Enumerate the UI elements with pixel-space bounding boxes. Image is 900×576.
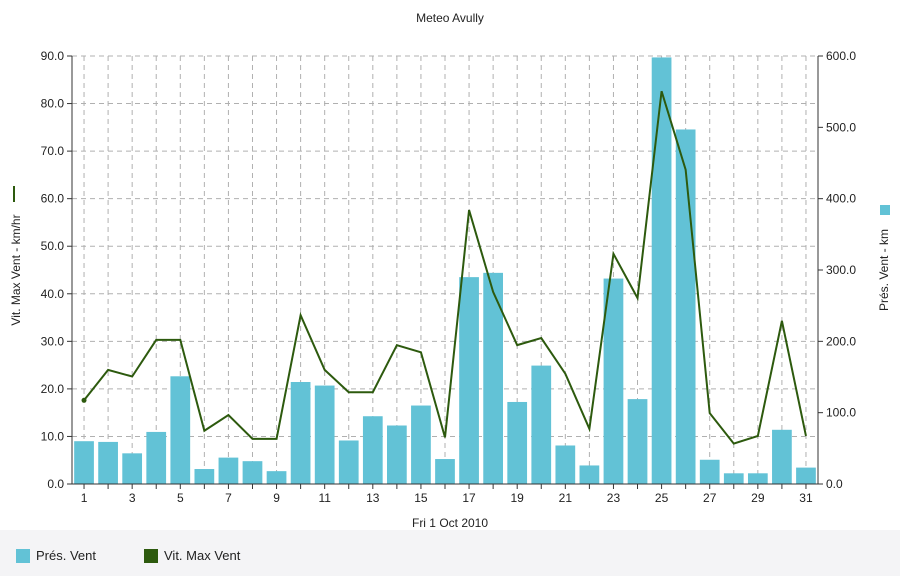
left-tick-label: 10.0 bbox=[41, 429, 65, 443]
right-tick-label: 300.0 bbox=[826, 263, 856, 277]
bar-pres-vent bbox=[122, 453, 143, 484]
left-tick-label: 60.0 bbox=[41, 192, 65, 206]
x-tick-label: 13 bbox=[366, 491, 380, 505]
bar-pres-vent bbox=[579, 465, 600, 484]
legend-item-vit-max-vent: Vit. Max Vent bbox=[144, 548, 240, 563]
right-tick-label: 100.0 bbox=[826, 406, 856, 420]
legend-swatch-bar bbox=[16, 548, 30, 563]
bar-pres-vent bbox=[98, 441, 118, 484]
bar-pres-vent bbox=[218, 457, 239, 484]
bar-pres-vent bbox=[338, 440, 359, 484]
bar-pres-vent bbox=[74, 441, 94, 484]
left-tick-label: 50.0 bbox=[41, 239, 65, 253]
x-tick-label: 21 bbox=[559, 491, 573, 505]
right-tick-label: 600.0 bbox=[826, 49, 856, 63]
x-tick-label: 3 bbox=[129, 491, 136, 505]
bar-pres-vent bbox=[362, 416, 383, 484]
bar-pres-vent bbox=[772, 429, 792, 484]
bar-pres-vent bbox=[459, 277, 479, 484]
tick-labels: 0.0 10.0 20.0 30.0 40.0 50.0 60.0 70.0 80.0 90.0 0… bbox=[41, 49, 857, 505]
left-tick-label: 20.0 bbox=[41, 382, 65, 396]
bar-pres-vent bbox=[411, 405, 431, 484]
bar-pres-vent bbox=[675, 129, 696, 484]
bar-series-pres-vent bbox=[74, 57, 816, 484]
x-tick-label: 1 bbox=[81, 491, 88, 505]
x-tick-label: 27 bbox=[703, 491, 717, 505]
legend-item-pres-vent: Prés. Vent bbox=[16, 548, 96, 563]
axes bbox=[67, 55, 823, 489]
bar-pres-vent bbox=[242, 461, 263, 484]
bar-pres-vent bbox=[483, 272, 503, 484]
bar-pres-vent bbox=[266, 471, 287, 484]
legend-label-pres-vent: Prés. Vent bbox=[36, 548, 96, 563]
left-tick-label: 80.0 bbox=[41, 97, 65, 111]
x-tick-label: 29 bbox=[751, 491, 765, 505]
x-tick-label: 19 bbox=[511, 491, 525, 505]
bar-pres-vent bbox=[796, 467, 816, 484]
x-axis-label: Fri 1 Oct 2010 bbox=[412, 516, 488, 530]
x-tick-label: 15 bbox=[414, 491, 428, 505]
right-tick-label: 400.0 bbox=[826, 192, 856, 206]
bar-pres-vent bbox=[170, 376, 191, 484]
right-axis-label: Prés. Vent - km bbox=[877, 229, 891, 311]
bar-pres-vent bbox=[435, 459, 455, 484]
left-tick-label: 0.0 bbox=[47, 477, 64, 491]
legend-swatch-line bbox=[144, 548, 158, 563]
bar-pres-vent bbox=[555, 445, 576, 484]
x-tick-label: 25 bbox=[655, 491, 669, 505]
x-tick-label: 7 bbox=[225, 491, 232, 505]
right-tick-label: 500.0 bbox=[826, 120, 856, 134]
x-tick-label: 31 bbox=[799, 491, 813, 505]
bar-pres-vent bbox=[603, 278, 624, 484]
right-tick-label: 200.0 bbox=[826, 334, 856, 348]
legend-label-vit-max-vent: Vit. Max Vent bbox=[164, 548, 241, 563]
bar-pres-vent bbox=[194, 469, 215, 484]
left-tick-label: 90.0 bbox=[41, 49, 65, 63]
x-tick-label: 23 bbox=[607, 491, 621, 505]
x-tick-label: 11 bbox=[318, 491, 331, 505]
bar-pres-vent bbox=[723, 473, 744, 484]
x-tick-label: 5 bbox=[177, 491, 184, 505]
bar-pres-vent bbox=[531, 365, 552, 484]
left-tick-label: 70.0 bbox=[41, 144, 65, 158]
bar-pres-vent bbox=[699, 459, 720, 484]
bar-pres-vent bbox=[627, 399, 648, 484]
left-tick-label: 40.0 bbox=[41, 287, 65, 301]
bar-pres-vent bbox=[651, 57, 672, 484]
bar-pres-vent bbox=[507, 401, 528, 484]
bar-pres-vent bbox=[747, 473, 768, 484]
x-tick-label: 17 bbox=[462, 491, 476, 505]
bar-pres-vent bbox=[314, 385, 335, 484]
line-start-point bbox=[81, 397, 87, 403]
bar-pres-vent bbox=[290, 381, 311, 484]
bar-pres-vent bbox=[387, 425, 407, 484]
left-tick-label: 30.0 bbox=[41, 334, 65, 348]
line-vit-max-vent bbox=[83, 90, 807, 445]
chart-title: Meteo Avully bbox=[416, 11, 484, 25]
right-axis-legend-bar-marker bbox=[880, 205, 890, 215]
line-series-vit-max-vent bbox=[81, 90, 807, 445]
left-axis-label: Vit. Max Vent - km/hr bbox=[9, 214, 23, 325]
legend-band bbox=[0, 530, 900, 576]
x-tick-label: 9 bbox=[273, 491, 280, 505]
right-tick-label: 0.0 bbox=[826, 477, 843, 491]
bar-pres-vent bbox=[146, 431, 167, 484]
